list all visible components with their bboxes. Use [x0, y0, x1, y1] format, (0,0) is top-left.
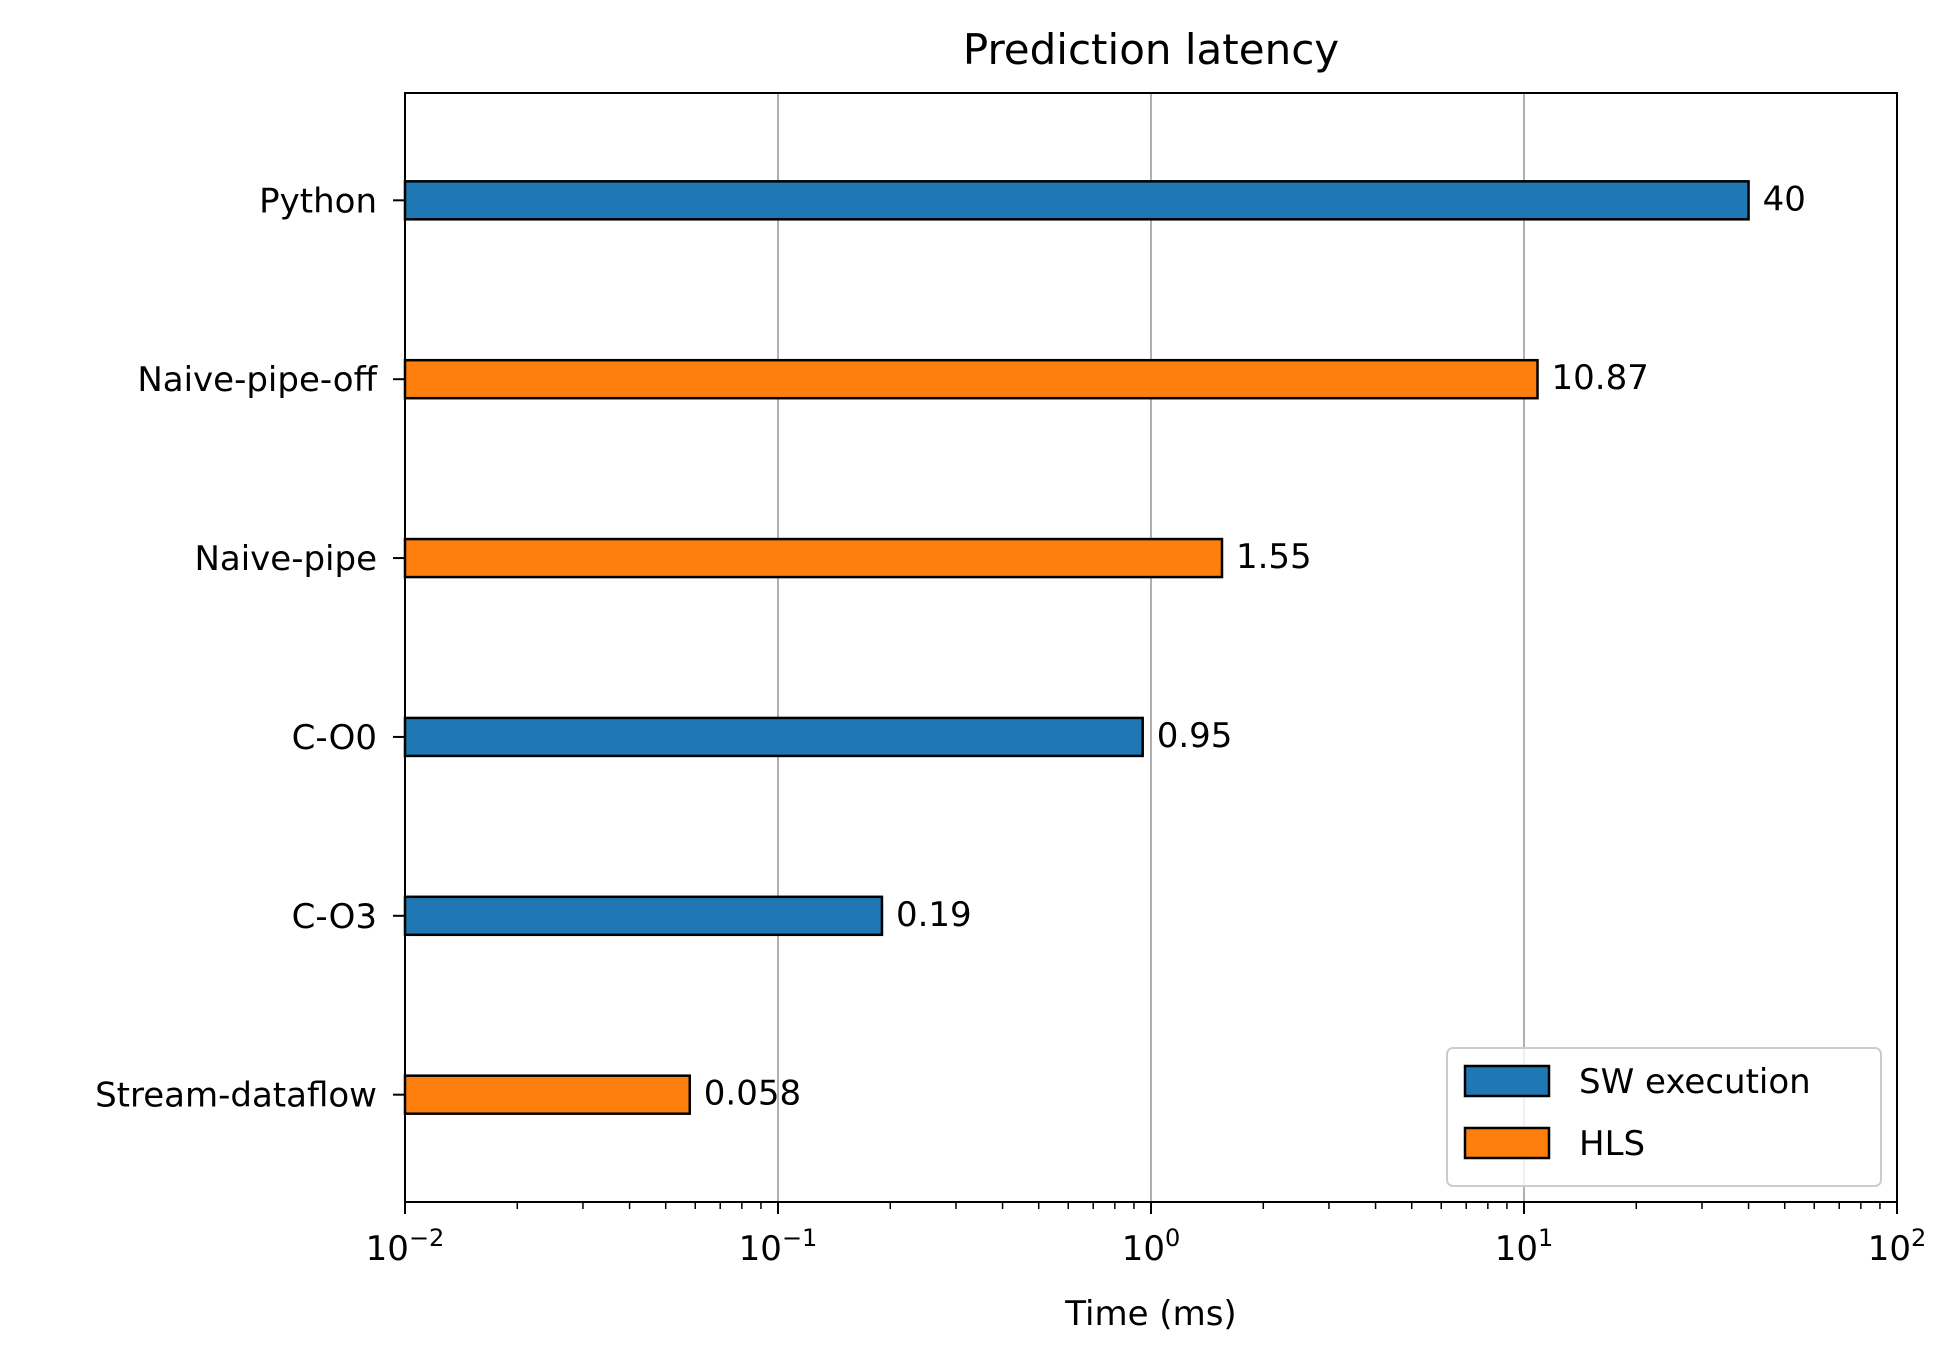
bar-value-label: 0.95	[1157, 716, 1233, 756]
y-tick-label: Python	[259, 181, 377, 221]
bar-c-o0	[403, 716, 1144, 758]
bar-value-label: 40	[1763, 179, 1806, 219]
plot-frame	[404, 92, 1898, 1203]
bar-value-label: 0.19	[896, 895, 972, 935]
bars	[403, 180, 1750, 1115]
y-tick-label: C-O3	[292, 897, 377, 937]
y-tick-label: Naive-pipe-off	[137, 360, 378, 400]
bar-naive-pipe	[403, 537, 1224, 579]
legend: SW execution HLS	[1446, 1047, 1882, 1187]
bar-c-o3	[403, 895, 884, 937]
y-tick-label: Stream-dataflow	[95, 1076, 377, 1116]
x-tick-label: 100	[1122, 1224, 1181, 1269]
legend-swatch	[1463, 1064, 1551, 1098]
bar-python	[403, 180, 1750, 221]
x-tick-label: 10−1	[739, 1224, 818, 1269]
bar-value-label: 1.55	[1236, 537, 1312, 577]
x-tick-label: 101	[1495, 1224, 1554, 1269]
legend-box	[1446, 1047, 1882, 1187]
x-tick-label: 10−2	[366, 1224, 445, 1269]
legend-label: SW execution	[1579, 1062, 1811, 1102]
y-tick-label: C-O0	[292, 718, 377, 758]
legend-swatch	[1463, 1126, 1551, 1160]
legend-label: HLS	[1579, 1124, 1645, 1164]
bar-value-label: 0.058	[704, 1074, 801, 1114]
x-axis-label: Time (ms)	[1064, 1294, 1236, 1334]
bar-stream-dataflow	[403, 1074, 692, 1115]
bar-naive-pipe-off	[403, 358, 1539, 400]
bar-value-label: 10.87	[1552, 358, 1649, 398]
chart-title: Prediction latency	[963, 25, 1339, 74]
grid	[777, 93, 1525, 1202]
x-axis: 10−2 10−1 100 101 102	[366, 1202, 1927, 1269]
x-tick-label: 102	[1868, 1224, 1927, 1269]
bar-labels: 40 10.87 1.55 0.95 0.19 0.058	[704, 179, 1806, 1113]
y-tick-label: Naive-pipe	[194, 539, 377, 579]
y-axis: Python Naive-pipe-off Naive-pipe C-O0 C-O3 St…	[95, 181, 405, 1116]
